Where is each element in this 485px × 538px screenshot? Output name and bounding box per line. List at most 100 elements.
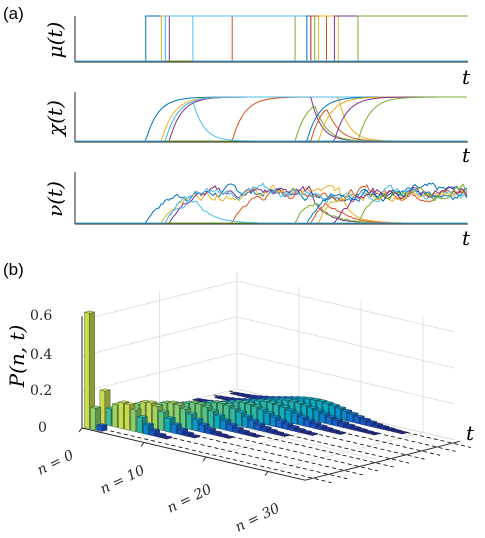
- panel-a-label: (a): [3, 4, 24, 23]
- n-tick-mark: [264, 471, 269, 476]
- 3d-grid: [81, 272, 455, 480]
- mu-xlabel: t: [462, 65, 471, 89]
- grid-line: [236, 352, 455, 405]
- bar-front: [239, 430, 245, 435]
- bar-front: [313, 410, 319, 423]
- bar-front: [325, 416, 332, 426]
- bar-front: [214, 396, 220, 400]
- bar-front: [301, 431, 307, 435]
- bar-front: [372, 424, 378, 429]
- mu-series-line: [75, 15, 468, 62]
- mu-plot-series: [75, 15, 468, 62]
- mu-series-line: [75, 15, 468, 62]
- mu-ylabel: μ(t): [43, 22, 67, 59]
- bar-front: [329, 430, 335, 434]
- slice-baseline: [229, 390, 472, 448]
- chi-series-line: [75, 96, 467, 142]
- slice-baseline: [136, 413, 379, 472]
- bar-front: [149, 429, 155, 437]
- bar-front: [96, 424, 102, 432]
- bar-front: [397, 432, 403, 435]
- bar-front: [198, 424, 205, 434]
- nu-series-line: [75, 199, 467, 224]
- mu-series-line: [75, 15, 468, 62]
- ntick-20: n = 20: [165, 481, 215, 516]
- mu-series-line: [75, 15, 468, 62]
- mu-series-line: [75, 15, 468, 62]
- bar-front: [384, 428, 391, 432]
- nu-series-line: [75, 202, 467, 224]
- mu-plot: μ(t) t: [43, 15, 471, 89]
- panel-b-label: (b): [3, 260, 24, 279]
- bar-front: [350, 427, 357, 431]
- bar-front: [304, 419, 310, 428]
- grid-line: [236, 316, 455, 369]
- bar-front: [307, 433, 313, 436]
- bar-front: [291, 412, 298, 425]
- nu-plot-series: [75, 182, 468, 224]
- bar-front: [263, 412, 270, 426]
- bar-front: [232, 427, 239, 434]
- bar-front: [223, 436, 229, 439]
- bar-front: [356, 429, 363, 433]
- bar-front: [338, 422, 344, 429]
- chi-series-line: [75, 96, 468, 142]
- bar-front: [155, 434, 161, 438]
- ntick-10: n = 10: [98, 462, 148, 497]
- chi-ylabel: χ(t): [43, 100, 67, 138]
- chi-series-line: [75, 96, 468, 142]
- nu-ylabel: ν(t): [43, 181, 67, 217]
- chi-series-line: [75, 96, 468, 142]
- chi-series-line: [75, 101, 467, 142]
- bar-front: [360, 418, 366, 426]
- bar-front: [143, 423, 149, 436]
- bar-front: [347, 413, 353, 423]
- bar-front: [164, 417, 171, 433]
- nu-xlabel: t: [462, 226, 471, 250]
- bar-front: [288, 426, 295, 432]
- probability-3d-plot: P(n, t) t 0 0.2 0.4 0.6 n = 0 n = 10 n =…: [5, 272, 475, 536]
- bar-front: [335, 432, 341, 435]
- bar-front: [391, 430, 397, 433]
- t-axis-label: t: [466, 421, 475, 445]
- ztick-0.4: 0.4: [30, 347, 52, 363]
- chi-plot-series: [75, 96, 468, 142]
- mu-series-line: [75, 15, 468, 62]
- bar-front: [341, 410, 347, 422]
- mu-series-line: [75, 15, 468, 62]
- bar-front: [136, 416, 143, 434]
- bar-front: [279, 434, 285, 437]
- bar-front: [270, 416, 276, 428]
- bar-front: [366, 421, 372, 428]
- bar-front: [378, 426, 384, 430]
- chi-series-line: [75, 96, 468, 142]
- bar-front: [217, 434, 223, 438]
- t-axis: [305, 440, 461, 481]
- bar-front: [220, 397, 226, 401]
- chi-series-line: [75, 96, 467, 142]
- bar-front: [242, 395, 248, 399]
- n-tick-mark: [202, 456, 207, 462]
- slice-baseline: [167, 406, 410, 464]
- mu-series-line: [75, 15, 468, 62]
- bar-front: [344, 424, 350, 430]
- bar-front: [236, 394, 242, 397]
- ztick-0.6: 0.6: [30, 308, 52, 324]
- bar-front: [105, 407, 112, 427]
- bar-front: [229, 392, 236, 396]
- bar-front: [310, 422, 316, 430]
- bar-front: [260, 427, 267, 433]
- bar-front: [254, 423, 260, 432]
- mu-series-line: [75, 15, 468, 62]
- chi-xlabel: t: [462, 143, 471, 167]
- chi-series-line: [75, 96, 467, 142]
- bar-front: [189, 435, 195, 439]
- nu-series-line: [75, 182, 468, 224]
- bar-front: [124, 403, 130, 431]
- ztick-0: 0: [38, 420, 47, 436]
- bar-front: [273, 432, 279, 436]
- ntick-30: n = 30: [233, 500, 283, 535]
- bar-front: [130, 409, 136, 433]
- bar-front: [161, 436, 167, 440]
